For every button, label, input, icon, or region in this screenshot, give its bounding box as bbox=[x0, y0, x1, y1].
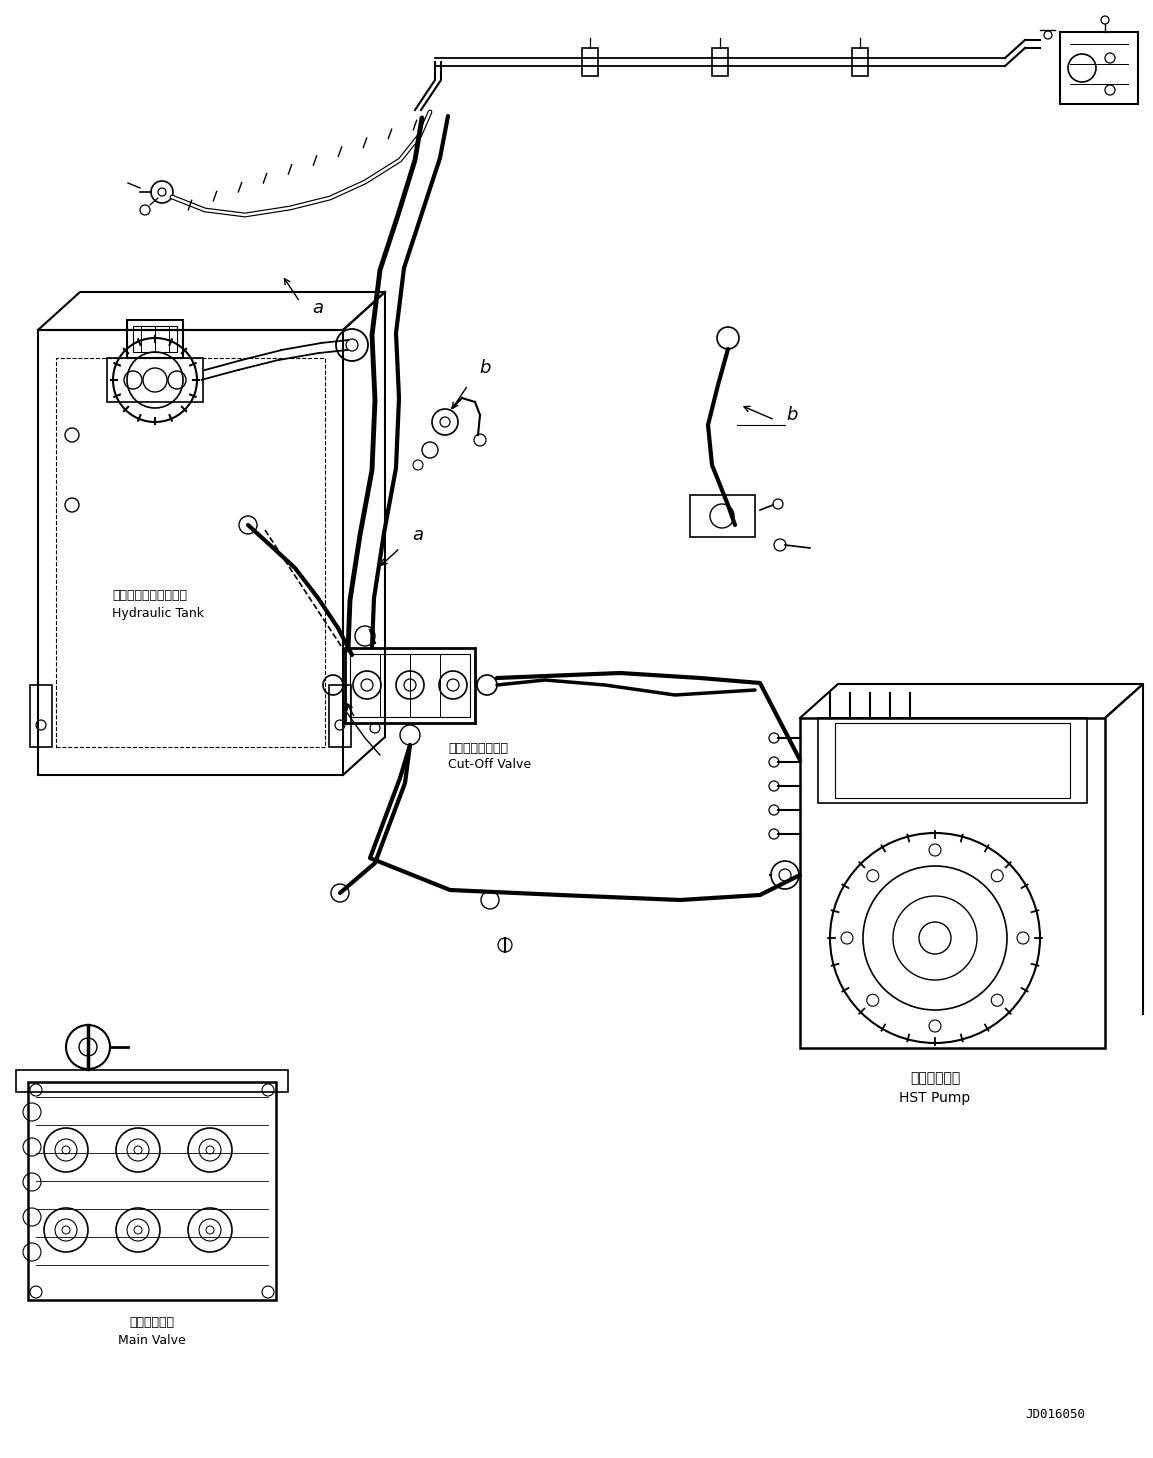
Text: カットオフバルブ: カットオフバルブ bbox=[449, 742, 508, 754]
Text: メインバルブ: メインバルブ bbox=[129, 1315, 174, 1328]
Bar bbox=[16, 1070, 288, 1092]
Text: ＨＳＴポンプ: ＨＳＴポンプ bbox=[910, 1072, 960, 1085]
Text: JD016050: JD016050 bbox=[1025, 1408, 1085, 1422]
Bar bbox=[1060, 32, 1138, 104]
Bar bbox=[56, 359, 325, 746]
Bar bbox=[852, 48, 868, 76]
Bar bbox=[582, 48, 598, 76]
Bar bbox=[817, 717, 1087, 803]
Bar bbox=[800, 717, 1105, 1048]
Bar bbox=[127, 319, 183, 359]
Text: HST Pump: HST Pump bbox=[899, 1091, 971, 1105]
Bar bbox=[28, 1082, 276, 1301]
Text: b: b bbox=[786, 405, 798, 424]
Text: Main Valve: Main Valve bbox=[118, 1334, 186, 1347]
Text: b: b bbox=[480, 359, 491, 378]
Bar bbox=[713, 48, 728, 76]
Bar bbox=[38, 330, 342, 776]
Text: ハイドロリックタンク: ハイドロリックタンク bbox=[112, 589, 187, 602]
Bar bbox=[351, 655, 470, 717]
Bar bbox=[345, 647, 475, 723]
Bar bbox=[30, 685, 52, 746]
Bar bbox=[689, 496, 755, 537]
Text: a: a bbox=[413, 526, 423, 544]
Bar bbox=[835, 723, 1070, 798]
Text: Hydraulic Tank: Hydraulic Tank bbox=[112, 607, 204, 620]
Bar bbox=[329, 685, 351, 746]
Bar bbox=[133, 327, 178, 351]
Text: Cut-Off Valve: Cut-Off Valve bbox=[449, 758, 532, 770]
Bar bbox=[107, 359, 203, 402]
Text: a: a bbox=[312, 299, 324, 316]
